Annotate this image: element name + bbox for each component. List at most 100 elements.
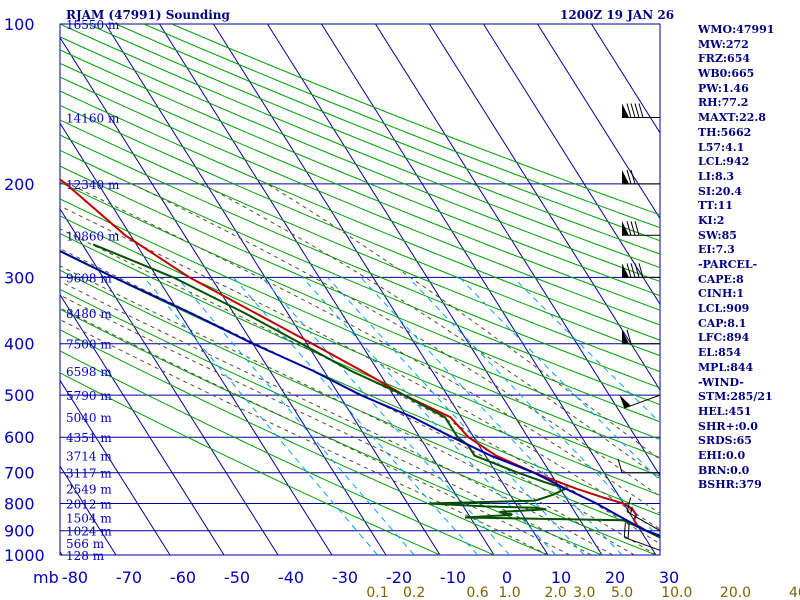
moist-adiabat-line bbox=[266, 183, 660, 461]
dry-adiabat-line bbox=[60, 76, 660, 326]
moist-adiabat-line bbox=[60, 247, 657, 555]
moist-adiabat-line bbox=[60, 294, 592, 555]
barb-staff bbox=[626, 511, 661, 532]
dry-adiabat-line bbox=[60, 90, 660, 341]
index-item: TT:11 bbox=[698, 199, 733, 213]
barb-feather bbox=[638, 263, 644, 278]
barb-feather bbox=[638, 103, 644, 118]
index-item: MAXT:22.8 bbox=[698, 111, 766, 125]
index-item: SI:20.4 bbox=[698, 184, 742, 198]
temperature-tick-label: 0 bbox=[502, 568, 512, 587]
pressure-label: 1000 bbox=[4, 546, 45, 565]
isotherm-line bbox=[267, 24, 603, 555]
barb-pennant bbox=[622, 263, 629, 278]
height-label: 3714 m bbox=[66, 450, 112, 464]
moist-adiabat-line bbox=[60, 307, 570, 555]
chart-title: RJAM (47991) Sounding bbox=[66, 8, 230, 22]
height-label: 14160 m bbox=[66, 112, 120, 126]
isotherm-line bbox=[60, 208, 279, 555]
temperature-tick-label: -30 bbox=[332, 568, 358, 587]
height-label: 3117 m bbox=[66, 467, 112, 481]
dry-adiabat-line bbox=[60, 269, 660, 537]
dewpoint-profile bbox=[92, 243, 660, 539]
isobar-isotherm-grid bbox=[59, 23, 661, 556]
dry-adiabat-line bbox=[60, 288, 657, 555]
index-item: MW:272 bbox=[698, 37, 749, 51]
barb-feather bbox=[626, 169, 632, 184]
barb-feather bbox=[630, 169, 636, 184]
dry-adiabat-line bbox=[60, 251, 660, 516]
temperature-tick-label: 20 bbox=[605, 568, 625, 587]
dry-adiabat-line bbox=[60, 198, 660, 459]
mixing-ratio-label: 40 bbox=[789, 585, 800, 600]
isotherm-line bbox=[60, 379, 171, 555]
dry-adiabat-line bbox=[87, 24, 660, 255]
height-label: 2549 m bbox=[66, 483, 112, 497]
sounding-profiles bbox=[60, 178, 660, 539]
height-label: 128 m bbox=[66, 549, 105, 563]
dry-adiabat-line bbox=[60, 329, 549, 555]
barb-pennant bbox=[622, 169, 629, 184]
index-item: LFC:894 bbox=[698, 331, 750, 345]
barb-feather bbox=[626, 263, 632, 278]
isotherm-line bbox=[60, 122, 333, 555]
dry-adiabat-line bbox=[60, 49, 660, 297]
index-item: SRDS:65 bbox=[698, 434, 752, 448]
mixing-ratio-label: 2.0 bbox=[545, 585, 567, 600]
isotherm-line bbox=[375, 24, 660, 477]
index-item: LCL:909 bbox=[698, 302, 750, 316]
index-item: LI:8.3 bbox=[698, 169, 735, 183]
barb-feather bbox=[630, 103, 636, 118]
height-label: 7500 m bbox=[66, 338, 112, 352]
dry-adiabat-line bbox=[60, 119, 660, 373]
barb-feather bbox=[626, 103, 632, 118]
isotherm-line bbox=[429, 24, 660, 391]
wind-barb bbox=[619, 394, 661, 409]
dry-adiabat-line bbox=[60, 104, 660, 357]
barb-feather bbox=[634, 263, 640, 278]
temperature-tick-label: -10 bbox=[440, 568, 466, 587]
dry-adiabat-line bbox=[60, 372, 441, 555]
barb-feather bbox=[623, 522, 626, 538]
barb-feather bbox=[634, 221, 640, 236]
thermo-lines bbox=[60, 24, 660, 555]
pressure-label: 600 bbox=[4, 428, 35, 447]
height-label: 12340 m bbox=[66, 178, 120, 192]
mixing-ratio-line bbox=[261, 277, 510, 555]
temperature-tick-label: -70 bbox=[116, 568, 142, 587]
moist-adiabat-line bbox=[68, 183, 660, 515]
stability-indices-list: WMO:47991 MW:272 FRZ:654 WB0:665 PW:1.46 RH:7… bbox=[698, 23, 774, 493]
isotherm-line bbox=[159, 24, 495, 555]
height-label: 5040 m bbox=[66, 411, 112, 425]
barb-pennant bbox=[622, 221, 629, 236]
height-label: 566 m bbox=[66, 537, 105, 551]
height-label: 5790 m bbox=[66, 389, 112, 403]
isotherm-line bbox=[60, 293, 225, 555]
isotherm-line bbox=[537, 24, 660, 220]
index-item: CAP:8.1 bbox=[698, 316, 747, 330]
index-item: TH:5662 bbox=[698, 125, 752, 139]
barb-staff bbox=[624, 536, 661, 551]
mixing-ratio-label: 20.0 bbox=[720, 585, 751, 600]
mixing-ratio-label: 0.6 bbox=[466, 585, 488, 600]
wind-barb bbox=[617, 458, 660, 474]
dry-adiabat-line bbox=[60, 149, 660, 406]
wind-barb bbox=[622, 169, 660, 185]
pressure-label: 200 bbox=[4, 175, 35, 194]
wind-barbs bbox=[617, 103, 661, 551]
height-label: 10860 m bbox=[66, 229, 120, 243]
index-item: MPL:844 bbox=[698, 360, 754, 374]
dry-adiabat-line bbox=[60, 232, 660, 496]
index-item: FRZ:654 bbox=[698, 52, 751, 66]
index-item: PW:1.46 bbox=[698, 81, 749, 95]
y-axis-unit: mb bbox=[33, 568, 59, 587]
sounding-time: 1200Z 19 JAN 26 bbox=[560, 8, 675, 22]
pressure-label: 700 bbox=[4, 464, 35, 483]
temperature-tick-label: -40 bbox=[278, 568, 304, 587]
mixing-ratio-line bbox=[512, 277, 660, 424]
mixing-ratio-label: 3.0 bbox=[573, 585, 595, 600]
index-item: WMO:47991 bbox=[698, 23, 775, 36]
index-item: WB0:665 bbox=[698, 67, 755, 81]
mixing-ratio-label: 1.0 bbox=[498, 585, 520, 600]
